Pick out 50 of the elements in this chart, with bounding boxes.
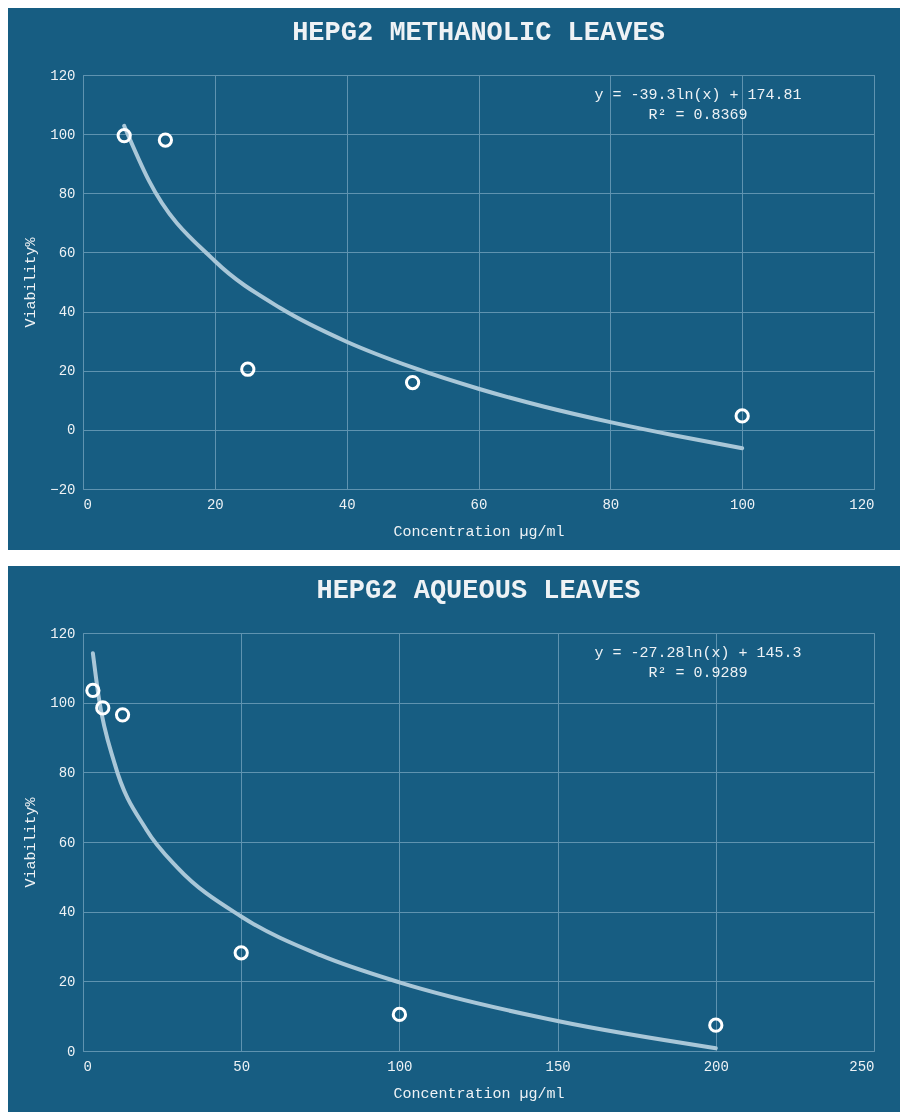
x-tick-label: 50 — [233, 1058, 251, 1075]
y-tick-label: 20 — [58, 973, 76, 990]
y-tick-label: 60 — [58, 244, 76, 261]
x-tick-label: 0 — [83, 496, 92, 513]
x-axis-title: Concentration µg/ml — [393, 1085, 565, 1103]
y-tick-label: 80 — [58, 185, 76, 202]
point — [404, 374, 421, 391]
chart-title: HEPG2 METHANOLIC LEAVES — [292, 18, 665, 48]
x-tick-label: 150 — [545, 1058, 571, 1075]
x-tick-label: 200 — [703, 1058, 729, 1075]
y-axis-title: Viability% — [23, 796, 41, 888]
x-tick-label: 20 — [206, 496, 224, 513]
point — [233, 945, 249, 961]
y-tick-label: 40 — [58, 904, 76, 921]
x-tick-label: 120 — [849, 496, 875, 513]
y-tick-label: 0 — [67, 422, 76, 439]
point — [240, 361, 256, 377]
point — [157, 132, 174, 148]
x-axis-title: Concentration µg/ml — [393, 523, 565, 541]
point — [708, 1017, 724, 1033]
point — [734, 408, 750, 424]
y-tick-label: 100 — [50, 126, 76, 143]
y-tick-label: 20 — [58, 363, 76, 380]
point — [391, 1006, 408, 1023]
x-tick-label: 250 — [849, 1058, 875, 1075]
x-tick-label: 80 — [602, 496, 620, 513]
line-series — [122, 123, 745, 451]
y-tick-label: 0 — [67, 1043, 76, 1060]
annotation: R² = 0.9289 — [648, 665, 748, 682]
y-tick-label: 120 — [50, 625, 76, 642]
point — [114, 707, 131, 723]
chart-title: HEPG2 AQUEOUS LEAVES — [316, 576, 641, 606]
y-axis-title: Viability% — [23, 236, 41, 328]
x-tick-label: 40 — [338, 496, 356, 513]
y-tick-label: 60 — [58, 834, 76, 851]
x-tick-label: 100 — [730, 496, 756, 513]
x-tick-label: 60 — [470, 496, 488, 513]
y-tick-label: 80 — [58, 764, 76, 781]
point — [95, 700, 111, 716]
annotation: y = -27.28ln(x) + 145.3 — [594, 645, 802, 662]
y-tick-label: 40 — [58, 304, 76, 321]
annotation: R² = 0.8369 — [648, 107, 748, 124]
y-tick-label: 100 — [50, 695, 76, 712]
x-tick-label: 0 — [83, 1058, 92, 1075]
y-tick-label: 120 — [50, 67, 76, 84]
annotation: y = -39.3ln(x) + 174.81 — [594, 87, 802, 104]
point — [85, 682, 101, 699]
x-tick-label: 100 — [387, 1058, 413, 1075]
point — [116, 128, 132, 144]
y-tick-label: −20 — [50, 481, 76, 498]
